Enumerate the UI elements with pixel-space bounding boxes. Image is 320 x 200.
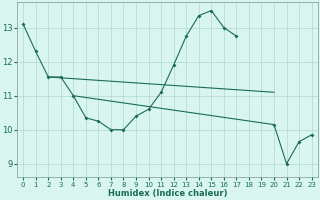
X-axis label: Humidex (Indice chaleur): Humidex (Indice chaleur) [108, 189, 227, 198]
